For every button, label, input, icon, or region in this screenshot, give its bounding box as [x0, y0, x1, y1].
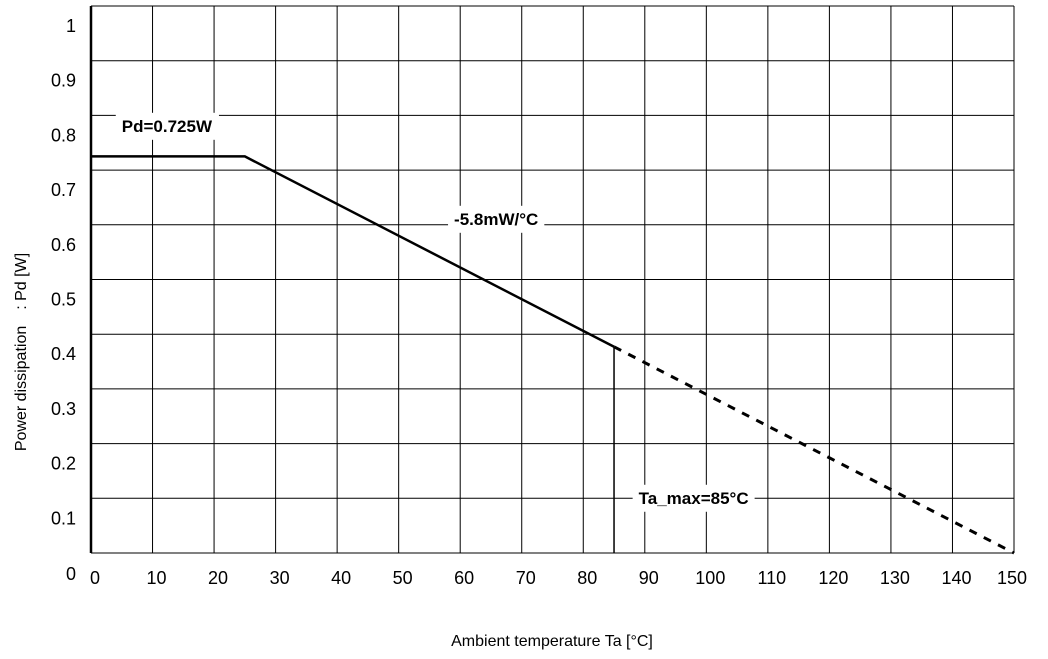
x-tick-label: 150 [997, 568, 1027, 588]
y-axis-title: Power dissipation : Pd [W] [13, 253, 30, 451]
x-tick-label: 90 [639, 568, 659, 588]
x-tick-label: 40 [331, 568, 351, 588]
derating-extrapolation-line [613, 345, 1015, 555]
x-tick-label: 0 [90, 568, 100, 588]
x-tick-label: 130 [880, 568, 910, 588]
y-tick-label: 0.5 [51, 290, 76, 310]
x-tick-label: 100 [695, 568, 725, 588]
annotation-background [632, 484, 755, 512]
x-tick-label: 120 [818, 568, 848, 588]
annotation-background [448, 205, 545, 233]
annotation-text: Pd=0.725W [122, 117, 213, 136]
x-axis-title: Ambient temperature Ta [°C] [451, 633, 653, 650]
y-tick-label: 0.9 [51, 71, 76, 91]
x-tick-label: 20 [208, 568, 228, 588]
y-tick-label: 0.6 [51, 235, 76, 255]
x-tick-label: 50 [393, 568, 413, 588]
x-tick-label: 30 [270, 568, 290, 588]
x-tick-label: 60 [454, 568, 474, 588]
annotation: -5.8mW/°C [448, 205, 545, 233]
tick-labels: 0 10 20 30 40 50 60 70 80 90 100 110 120 130 140 150 0 0.… [51, 16, 1027, 588]
y-tick-label: 0.8 [51, 125, 76, 145]
annotation-text: Ta_max=85°C [639, 489, 749, 508]
x-tick-label: 110 [758, 568, 787, 588]
y-tick-label: 1 [66, 16, 76, 36]
annotation-text: -5.8mW/°C [454, 210, 538, 229]
x-tick-label: 70 [516, 568, 536, 588]
annotations: Pd=0.725W -5.8mW/°C Ta_max=85°C [115, 112, 755, 512]
y-tick-label: 0.7 [51, 180, 76, 200]
y-tick-label: 0.4 [51, 344, 76, 364]
annotation: Ta_max=85°C [632, 484, 755, 512]
series [91, 155, 1015, 555]
grid [89, 5, 1015, 554]
x-tick-label: 140 [941, 568, 971, 588]
y-tick-label: 0.1 [51, 508, 76, 528]
annotation: Pd=0.725W [115, 112, 219, 140]
x-tick-label: 80 [577, 568, 597, 588]
x-tick-label: 10 [147, 568, 167, 588]
y-tick-label: 0.3 [51, 399, 76, 419]
annotation-background [115, 112, 219, 140]
y-tick-label: 0 [66, 564, 76, 584]
y-tick-label: 0.2 [51, 454, 76, 474]
derating-curve [91, 155, 615, 348]
